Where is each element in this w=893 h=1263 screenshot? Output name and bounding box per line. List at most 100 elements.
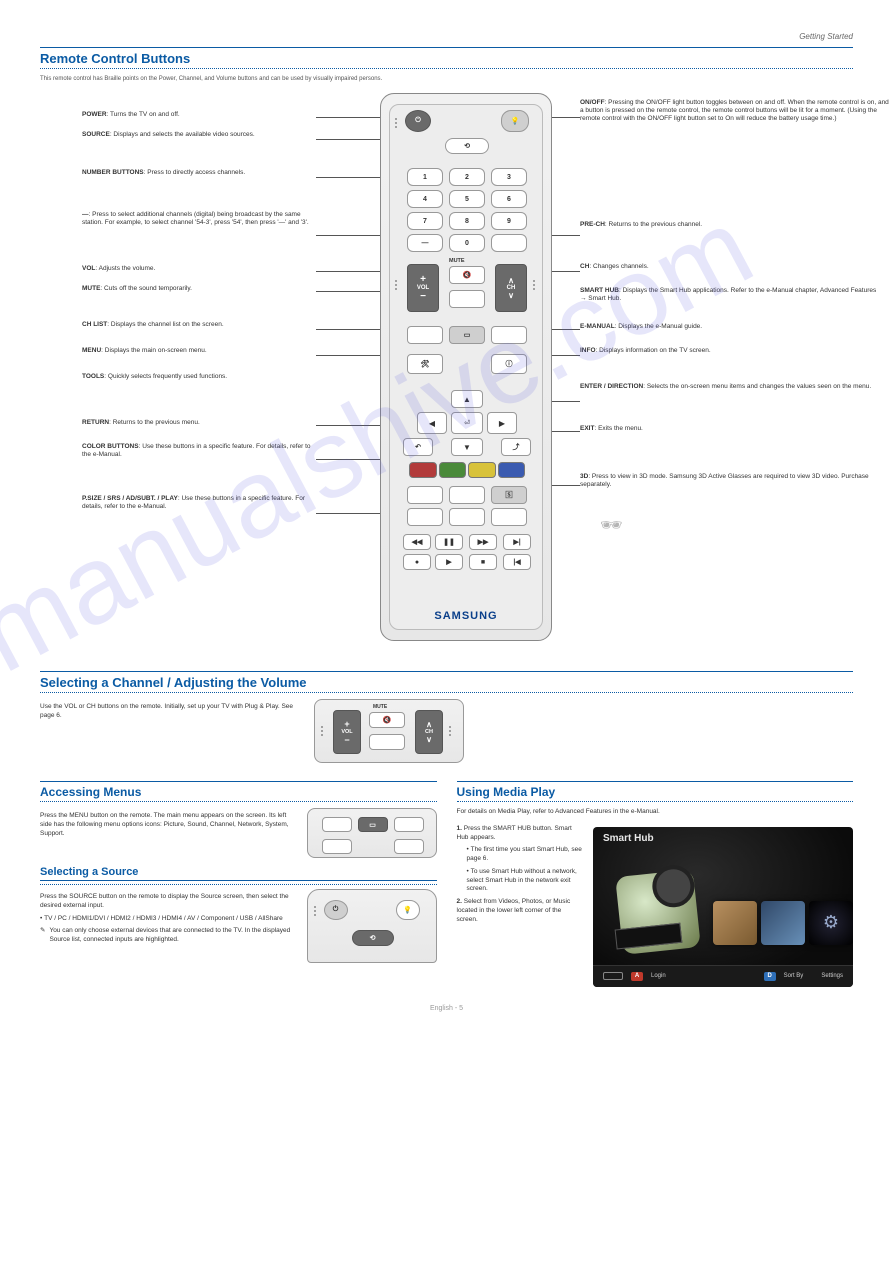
section-title-channel-volume: Selecting a Channel / Adjusting the Volu… xyxy=(40,671,853,692)
blank-button[interactable] xyxy=(491,508,527,526)
source-text-1: Press the SOURCE button on the remote to… xyxy=(40,893,297,911)
chlist-button[interactable] xyxy=(407,326,443,344)
vol-rocker[interactable]: +VOL− xyxy=(407,264,439,312)
page: Getting Started Remote Control Buttons T… xyxy=(0,0,893,1263)
prech-button[interactable] xyxy=(491,234,527,252)
channel-volume-text: Use the VOL or CH buttons on the remote.… xyxy=(40,703,300,721)
section-title-selecting-source: Selecting a Source xyxy=(40,866,437,881)
psize-button[interactable] xyxy=(407,486,443,504)
mini-light-button[interactable]: 💡 xyxy=(396,900,420,920)
num-4[interactable]: 4 xyxy=(407,190,443,208)
blue-button[interactable] xyxy=(498,462,526,478)
ad-button[interactable] xyxy=(407,508,443,526)
rec-button[interactable]: ● xyxy=(403,554,431,570)
mini-tools[interactable] xyxy=(322,839,352,854)
3d-button[interactable]: 🅂 xyxy=(491,486,527,504)
mini-braille-right-icon xyxy=(449,726,453,736)
mini-menu-button[interactable]: ▭ xyxy=(358,817,388,832)
smarthub-button[interactable] xyxy=(491,326,527,344)
page-number: English - 5 xyxy=(40,1005,853,1012)
skipback-button[interactable]: |◀ xyxy=(503,554,531,570)
callout-vol: VOL: Adjusts the volume. xyxy=(82,265,316,273)
callout-return: RETURN: Returns to the previous menu. xyxy=(82,419,316,427)
exit-button[interactable]: ⤴ xyxy=(501,438,531,456)
onoff-light-button[interactable]: 💡 xyxy=(501,110,529,132)
footer-chip-a: A xyxy=(631,972,643,981)
mini-blank[interactable] xyxy=(369,734,405,750)
mini-vol-rocker[interactable]: +VOL− xyxy=(333,710,361,754)
dpad-right[interactable]: ▶ xyxy=(487,412,517,434)
dotted-rule-2 xyxy=(40,692,853,693)
mini-mute-label: MUTE xyxy=(373,704,387,710)
remote-diagram-area: POWER: Turns the TV on and off. SOURCE: … xyxy=(40,85,853,665)
srs-button[interactable] xyxy=(449,486,485,504)
callout-menu: MENU: Displays the main on-screen menu. xyxy=(82,347,316,355)
section-title-media-play: Using Media Play xyxy=(457,781,854,801)
section-title-remote-buttons: Remote Control Buttons xyxy=(40,47,853,68)
callout-onoff: ON/OFF: Pressing the ON/OFF light button… xyxy=(580,99,890,123)
footer-a-text: Login xyxy=(651,973,666,979)
source-button[interactable]: ⟲ xyxy=(445,138,489,154)
num-0[interactable]: 0 xyxy=(449,234,485,252)
callout-ch: CH: Changes channels. xyxy=(580,263,880,271)
yellow-button[interactable] xyxy=(468,462,496,478)
num-5[interactable]: 5 xyxy=(449,190,485,208)
callout-mute: MUTE: Cuts off the sound temporarily. xyxy=(82,285,316,293)
callout-tools: TOOLS: Quickly selects frequently used f… xyxy=(82,373,316,381)
num-3[interactable]: 3 xyxy=(491,168,527,186)
mini-smarthub[interactable] xyxy=(394,817,424,832)
menu-button[interactable]: ▭ xyxy=(449,326,485,344)
dpad-enter[interactable]: ⏎ xyxy=(451,412,483,434)
callout-smarthub: SMART HUB: Displays the Smart Hub applic… xyxy=(580,287,880,303)
photos-tile xyxy=(761,901,805,945)
accessing-menus-text: Press the MENU button on the remote. The… xyxy=(40,812,297,854)
dotted-rule-5 xyxy=(457,801,854,802)
dash-button[interactable]: — xyxy=(407,234,443,252)
mini-chlist[interactable] xyxy=(322,817,352,832)
smarthub-footer: A Login D Sort By Settings xyxy=(593,965,853,987)
mini-mute-button[interactable]: 🔇 xyxy=(369,712,405,728)
num-7[interactable]: 7 xyxy=(407,212,443,230)
callout-dash: —: Press to select additional channels (… xyxy=(82,211,316,227)
footer-right-text: Settings xyxy=(821,973,843,979)
smarthub-title: Smart Hub xyxy=(603,833,654,844)
mini-ch-rocker[interactable]: ∧CH∨ xyxy=(415,710,443,754)
skip-button[interactable]: ▶| xyxy=(503,534,531,550)
num-9[interactable]: 9 xyxy=(491,212,527,230)
num-2[interactable]: 2 xyxy=(449,168,485,186)
subt-button[interactable] xyxy=(449,508,485,526)
ch-rocker[interactable]: ∧CH∨ xyxy=(495,264,527,312)
footer-d-text: Sort By xyxy=(784,973,804,979)
mini-info[interactable] xyxy=(394,839,424,854)
play-button[interactable]: ▶ xyxy=(435,554,463,570)
callout-media: P.SIZE / SRS / AD/SUBT. / PLAY: Use thes… xyxy=(82,495,316,511)
blank-mid-button[interactable] xyxy=(449,290,485,308)
power-button[interactable]: ⏻ xyxy=(405,110,431,132)
num-6[interactable]: 6 xyxy=(491,190,527,208)
info-button[interactable]: ⓘ xyxy=(491,354,527,374)
fastfwd-button[interactable]: ▶▶ xyxy=(469,534,497,550)
rewind-button[interactable]: ◀◀ xyxy=(403,534,431,550)
media-bullet-1: The first time you start Smart Hub, see … xyxy=(467,846,584,864)
pause-button[interactable]: ❚❚ xyxy=(435,534,463,550)
mini-source-button[interactable]: ⟲ xyxy=(352,930,394,946)
num-8[interactable]: 8 xyxy=(449,212,485,230)
stop-button[interactable]: ■ xyxy=(469,554,497,570)
mini-remote-menu: ▭ xyxy=(307,808,437,858)
callout-source: SOURCE: Displays and selects the availab… xyxy=(82,131,316,139)
tools-button[interactable]: 🛠 xyxy=(407,354,443,374)
mini-braille-left-icon xyxy=(321,726,325,736)
dotted-rule-1 xyxy=(40,68,853,69)
mini-power-button[interactable]: ⏻ xyxy=(324,900,348,920)
source-bullet: TV / PC / HDMI1/DVI / HDMI2 / HDMI3 / HD… xyxy=(40,915,297,924)
dpad-left[interactable]: ◀ xyxy=(417,412,447,434)
mute-label: MUTE xyxy=(449,258,465,264)
red-button[interactable] xyxy=(409,462,437,478)
dpad-down[interactable]: ▼ xyxy=(451,438,483,456)
mute-button[interactable]: 🔇 xyxy=(449,266,485,284)
dpad-up[interactable]: ▲ xyxy=(451,390,483,408)
green-button[interactable] xyxy=(439,462,467,478)
num-1[interactable]: 1 xyxy=(407,168,443,186)
return-button[interactable]: ↶ xyxy=(403,438,433,456)
brand-label: SAMSUNG xyxy=(381,610,551,622)
